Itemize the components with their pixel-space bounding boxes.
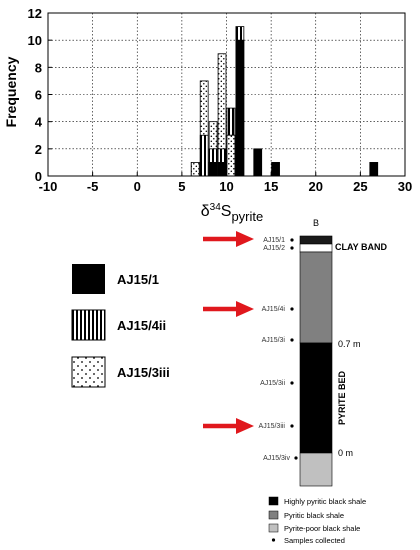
sample-label-aj15-2: AJ15/2 xyxy=(263,245,285,252)
x-tick-label: 15 xyxy=(264,179,278,194)
x-axis-label: δ34Spyrite xyxy=(201,202,264,224)
x-tick-label: 30 xyxy=(398,179,412,194)
key-swatch-pyrite-poor xyxy=(268,523,279,533)
y-tick-labels: 0 2 4 6 8 10 12 xyxy=(28,6,52,184)
key-swatch-highly-pyritic xyxy=(268,496,279,506)
y-tick-label: 4 xyxy=(35,115,43,130)
arrow-aj15-1-icon xyxy=(203,231,254,247)
pyrite-bed-label: PYRITE BED xyxy=(337,370,347,425)
section-title: B xyxy=(313,218,319,228)
x-tick-label: -5 xyxy=(87,179,99,194)
x-tick-label: 0 xyxy=(134,179,141,194)
x-axis-label-delta: δ xyxy=(201,203,210,220)
bar-aj15-1 xyxy=(271,162,280,177)
legend: AJ15/1 AJ15/4ii AJ15/3iii xyxy=(71,264,170,388)
key-label-highly-pyritic: Highly pyritic black shale xyxy=(284,497,366,506)
clay-band-label: CLAY BAND xyxy=(335,242,388,252)
y-tick-label: 2 xyxy=(35,142,42,157)
pyritic-black-shale-layer xyxy=(299,251,333,344)
legend-label-aj15-1: AJ15/1 xyxy=(117,272,159,287)
arrow-aj15-3iii-icon xyxy=(203,418,254,434)
sample-label-aj15-3iii: AJ15/3iii xyxy=(259,423,286,430)
x-axis-label-base: S xyxy=(221,203,232,220)
legend-swatch-aj15-1 xyxy=(72,264,105,294)
sample-dot-aj15-3iv xyxy=(294,456,298,460)
bar-aj15-3iii xyxy=(226,134,236,177)
lithology-key: Highly pyritic black shale Pyritic black… xyxy=(268,496,366,545)
x-tick-label: 5 xyxy=(178,179,185,194)
sample-label-aj15-1: AJ15/1 xyxy=(263,237,285,244)
legend-label-aj15-3iii: AJ15/3iii xyxy=(117,365,170,380)
key-swatch-pyritic xyxy=(268,510,279,520)
histogram: -10 -5 0 5 10 15 20 25 30 0 2 4 6 8 10 12 Frequency δ3… xyxy=(3,6,412,224)
sample-label-aj15-3iv: AJ15/3iv xyxy=(263,455,290,462)
sample-label-aj15-4i: AJ15/4i xyxy=(262,306,286,313)
pyrite-bed-layer xyxy=(299,342,333,454)
bar-aj15-1 xyxy=(235,39,245,177)
legend-swatch-aj15-4ii xyxy=(71,309,106,341)
sample-dot-aj15-1 xyxy=(290,238,294,242)
bar-aj15-1 xyxy=(369,162,379,177)
y-tick-label: 6 xyxy=(35,88,42,103)
sample-dot-aj15-3i xyxy=(290,338,294,342)
depth-top-label: 0.7 m xyxy=(338,339,361,349)
sample-label-aj15-3i: AJ15/3i xyxy=(262,337,286,344)
legend-label-aj15-4ii: AJ15/4ii xyxy=(117,318,166,333)
y-tick-label: 10 xyxy=(28,33,42,48)
pyrite-poor-shale-layer xyxy=(299,452,333,487)
sample-dot-aj15-4i xyxy=(290,307,294,311)
depth-bottom-label: 0 m xyxy=(338,448,353,458)
clay-band-layer xyxy=(299,243,333,253)
x-tick-label: -10 xyxy=(39,179,58,194)
key-label-pyrite-poor: Pyrite-poor black shale xyxy=(284,524,360,533)
key-sample-dot xyxy=(271,538,276,542)
arrow-aj15-4i-icon xyxy=(203,301,254,317)
bar-aj15-4ii xyxy=(199,134,209,177)
bar-aj15-3iii xyxy=(190,162,200,177)
key-label-samples: Samples collected xyxy=(284,536,345,545)
sample-dot-aj15-3iii xyxy=(290,424,294,428)
y-tick-label: 0 xyxy=(35,169,42,184)
top-black-layer xyxy=(299,235,333,245)
sample-dot-aj15-3ii xyxy=(290,381,294,385)
y-tick-label: 8 xyxy=(35,60,42,75)
legend-swatch-aj15-3iii xyxy=(71,356,106,388)
x-tick-label: 25 xyxy=(353,179,367,194)
grid-lines xyxy=(48,13,405,176)
stratigraphic-section: B CLAY BAND PYRITE BED 0.7 m 0 m AJ15/1 … xyxy=(203,218,388,545)
x-axis-label-sup: 34 xyxy=(210,202,222,213)
sample-label-aj15-3ii: AJ15/3ii xyxy=(260,380,285,387)
x-axis-label-sub: pyrite xyxy=(231,209,263,224)
y-axis-label: Frequency xyxy=(3,56,19,127)
y-tick-label: 12 xyxy=(28,6,42,21)
bar-aj15-1 xyxy=(253,148,263,177)
x-tick-label: 20 xyxy=(309,179,323,194)
x-tick-label: 10 xyxy=(219,179,233,194)
sample-dot-aj15-2 xyxy=(290,246,294,250)
bars xyxy=(190,26,379,177)
bar-aj15-1 xyxy=(217,162,227,177)
key-label-pyritic: Pyritic black shale xyxy=(284,511,344,520)
x-tick-labels: -10 -5 0 5 10 15 20 25 30 xyxy=(39,172,412,194)
bar-aj15-1 xyxy=(208,162,218,177)
